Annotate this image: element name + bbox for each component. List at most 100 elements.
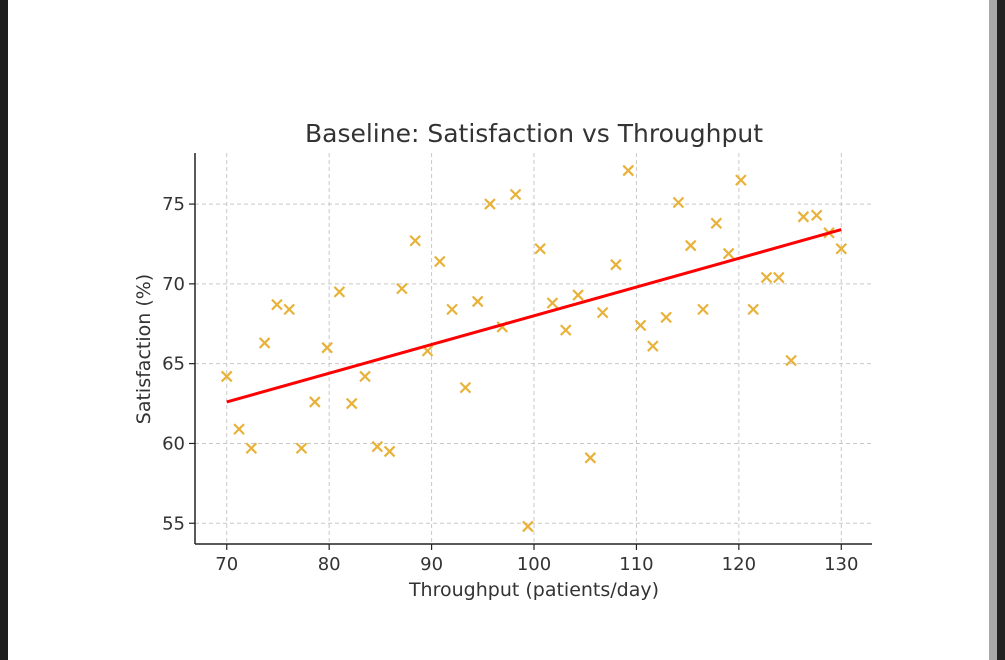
data-point [522,520,534,533]
data-point [534,242,546,255]
y-tick-label: 75 [162,194,185,215]
data-point [258,337,271,349]
data-point [295,442,308,455]
data-point [572,289,584,301]
data-point [245,442,258,455]
data-point [471,295,484,308]
data-point-stroke [622,164,635,177]
data-point [785,354,797,367]
data-point-stroke [459,381,472,394]
x-tick-label: 130 [824,554,858,575]
data-point [345,397,358,410]
data-point [559,324,572,336]
data-point [697,303,709,316]
window-left-border [0,0,8,660]
x-tick-label: 90 [420,554,443,575]
data-point [672,196,685,209]
data-point-stroke [509,188,522,201]
data-point [634,319,647,332]
data-point-stroke [233,423,245,435]
data-point-stroke [697,303,709,316]
data-point-stroke [383,445,396,458]
data-point [371,440,384,453]
data-point [220,370,233,383]
data-point [396,282,408,295]
data-point-stroke [484,198,496,210]
data-point-stroke [773,271,785,284]
data-point-stroke [572,289,584,301]
data-point [710,217,723,229]
fit-line-group [226,228,842,404]
data-point [596,306,609,319]
y-tick-label: 70 [162,274,185,295]
data-point-stroke [245,442,258,455]
data-point-stroke [421,345,434,357]
axes: 70 80 90 100 110 120 130 55 60 65 70 75 [162,153,872,575]
data-point [684,239,697,252]
data-point-stroke [634,319,647,332]
data-point-stroke [271,298,283,311]
data-point-stroke [534,242,546,255]
data-point-stroke [345,397,358,410]
data-point [735,174,747,186]
data-point-stroke [409,234,421,247]
data-point [584,452,597,464]
data-point-stroke [760,271,773,284]
data-point [446,303,458,316]
data-point-stroke [647,340,659,352]
y-axis-label: Satisfaction (%) [133,274,155,424]
data-point [810,209,823,222]
data-point [760,271,773,284]
data-point-stroke [359,370,371,383]
data-point [722,247,735,260]
data-point [747,303,759,316]
data-point-stroke [672,196,685,209]
data-point-stroke [559,324,572,336]
data-point [835,242,848,255]
data-point-stroke [396,282,408,295]
data-point [622,164,635,177]
data-point-stroke [710,217,723,229]
x-tick-label: 70 [215,554,238,575]
data-point-stroke [684,239,697,252]
data-point-stroke [295,442,308,455]
data-point [773,271,785,284]
data-point-stroke [446,303,458,316]
data-point [647,340,659,352]
data-point [610,258,622,271]
data-point-stroke [371,440,384,453]
data-point [271,298,283,311]
data-point-stroke [584,452,597,464]
fit-line [226,228,842,404]
x-tick-label: 80 [318,554,341,575]
data-point-stroke [309,396,321,408]
data-point [409,234,421,247]
window-right-border [997,0,1005,660]
data-point [233,423,245,435]
x-tick-label: 100 [517,554,551,575]
data-point-stroke [220,370,233,383]
y-tick-label: 55 [162,513,185,534]
data-point-stroke [258,337,271,349]
data-point-stroke [785,354,797,367]
scrollbar-track[interactable] [989,0,997,660]
data-point [660,311,672,324]
data-point [383,445,396,458]
data-point [309,396,321,408]
data-point-stroke [810,209,823,222]
chart-title: Baseline: Satisfaction vs Throughput [305,119,763,148]
data-point-stroke [660,311,672,324]
data-point-stroke [321,341,333,354]
data-point [797,211,810,223]
data-point-stroke [747,303,759,316]
data-points [220,164,848,533]
x-tick-label: 120 [722,554,756,575]
data-point [359,370,371,383]
data-point-stroke [546,297,559,309]
data-point-stroke [722,247,735,260]
data-point [434,255,446,268]
data-point-stroke [434,255,446,268]
data-point [459,381,472,394]
data-point-stroke [283,303,296,316]
